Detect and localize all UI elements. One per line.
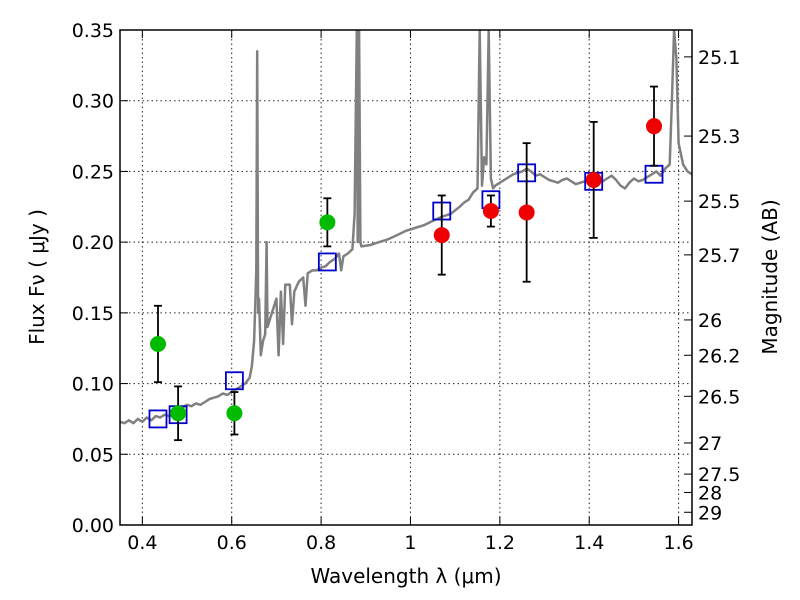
plot-area xyxy=(120,30,692,425)
right-tick-label: 25.1 xyxy=(698,47,740,69)
observed-point xyxy=(646,118,663,135)
data-markers xyxy=(148,85,664,442)
plot-frame xyxy=(119,29,693,526)
x-tick-label: 0.6 xyxy=(217,532,247,554)
right-tick-label: 25.5 xyxy=(698,191,740,213)
right-tick-label: 27.5 xyxy=(698,464,740,486)
observed-point xyxy=(170,405,187,422)
right-tick-label: 27 xyxy=(698,433,722,455)
right-tick-label: 29 xyxy=(698,502,722,524)
y-tick-label: 0.25 xyxy=(72,161,114,183)
x-axis-title: Wavelength λ (μm) xyxy=(310,564,501,588)
model-photometry-square xyxy=(224,371,244,391)
right-tick-label: 26.5 xyxy=(698,386,740,408)
axis-ticks: 0.4 0.6 0.8 1 1.2 1.4 1.6 0.00 0.05 0.10 0.15 0.20 0… xyxy=(72,20,741,554)
x-tick-label: 1 xyxy=(404,532,416,554)
x-tick-label: 1.6 xyxy=(663,532,693,554)
model-photometry-square xyxy=(148,409,168,429)
model-photometry-square xyxy=(317,252,337,272)
y-tick-label: 0.30 xyxy=(72,91,114,113)
observed-point xyxy=(482,203,499,220)
y-tick-label: 0.05 xyxy=(72,444,114,466)
y-axis-title: Flux Fν ( μJy ) xyxy=(25,209,49,345)
right-tick-label: 25.7 xyxy=(698,245,740,267)
y-tick-label: 0.15 xyxy=(72,303,114,325)
right-axis-title: Magnitude (AB) xyxy=(758,199,782,354)
observed-point xyxy=(319,214,336,231)
right-tick-label: 28 xyxy=(698,482,722,504)
model-spectrum-line xyxy=(120,30,692,425)
y-tick-label: 0.10 xyxy=(72,374,114,396)
observed-point xyxy=(433,227,450,244)
x-tick-label: 0.4 xyxy=(127,532,157,554)
x-tick-label: 1.2 xyxy=(485,532,515,554)
y-tick-label: 0.20 xyxy=(72,232,114,254)
y-tick-label: 0.00 xyxy=(72,515,114,537)
right-tick-label: 25.3 xyxy=(698,126,740,148)
observed-point xyxy=(585,171,602,188)
x-tick-label: 1.4 xyxy=(574,532,604,554)
observed-point xyxy=(226,405,243,422)
right-tick-label: 26.2 xyxy=(698,345,740,367)
x-tick-label: 0.8 xyxy=(306,532,336,554)
right-tick-label: 26 xyxy=(698,310,722,332)
observed-point xyxy=(149,335,166,352)
grid-lines xyxy=(120,29,692,526)
y-tick-label: 0.35 xyxy=(72,20,114,42)
observed-point xyxy=(518,204,535,221)
